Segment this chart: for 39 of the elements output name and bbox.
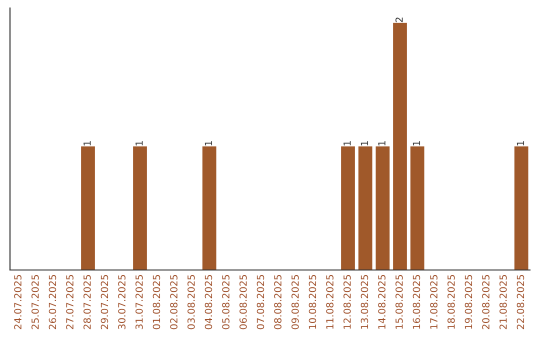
data-label: 1 <box>378 141 386 146</box>
x-tick-label: 22.08.2025 <box>516 275 524 330</box>
x-tick-label: 05.08.2025 <box>222 275 230 330</box>
x-tick-label: 13.08.2025 <box>360 275 368 329</box>
data-label: 1 <box>204 141 212 146</box>
x-tick-label: 29.07.2025 <box>100 275 108 330</box>
data-label: 1 <box>84 141 91 146</box>
x-tick-label: 31.07.2025 <box>135 275 143 330</box>
x-tick-label: 26.07.2025 <box>48 275 56 330</box>
data-label: 1 <box>344 141 351 146</box>
data-label: 1 <box>412 141 420 146</box>
data-label: 1 <box>516 141 524 146</box>
x-tick-label: 09.08.2025 <box>291 275 299 330</box>
x-tick-label: 03.08.2025 <box>187 275 195 330</box>
x-tick-label: 04.08.2025 <box>204 275 212 330</box>
x-tick-label: 30.07.2025 <box>118 275 126 330</box>
x-tick-label: 14.08.2025 <box>378 275 386 329</box>
x-tick-label: 27.07.2025 <box>66 275 74 330</box>
x-tick-label: 10.08.2025 <box>308 275 316 329</box>
x-tick-label: 20.08.2025 <box>482 275 490 330</box>
data-label: 1 <box>360 141 368 146</box>
x-tick-label: 19.08.2025 <box>464 275 472 329</box>
x-tick-label: 12.08.2025 <box>343 275 351 329</box>
x-tick-label: 07.08.2025 <box>256 275 264 330</box>
x-tick-label: 17.08.2025 <box>430 275 438 329</box>
x-tick-label: 02.08.2025 <box>170 275 178 330</box>
x-tick-label: 16.08.2025 <box>412 275 420 329</box>
x-tick-label: 28.07.2025 <box>83 275 91 330</box>
data-label: 2 <box>395 18 403 22</box>
x-tick-label: 08.08.2025 <box>274 275 282 330</box>
x-tick-label: 24.07.2025 <box>14 275 22 330</box>
x-tick-label: 01.08.2025 <box>152 275 160 330</box>
x-tick-label: 25.07.2025 <box>31 275 39 330</box>
x-tick-label: 18.08.2025 <box>447 275 455 329</box>
x-tick-label: 06.08.2025 <box>239 275 247 330</box>
data-label: 1 <box>136 141 143 146</box>
x-tick-label: 15.08.2025 <box>395 275 403 329</box>
x-tick-label: 21.08.2025 <box>499 275 507 330</box>
x-tick-label: 11.08.2025 <box>326 275 334 329</box>
